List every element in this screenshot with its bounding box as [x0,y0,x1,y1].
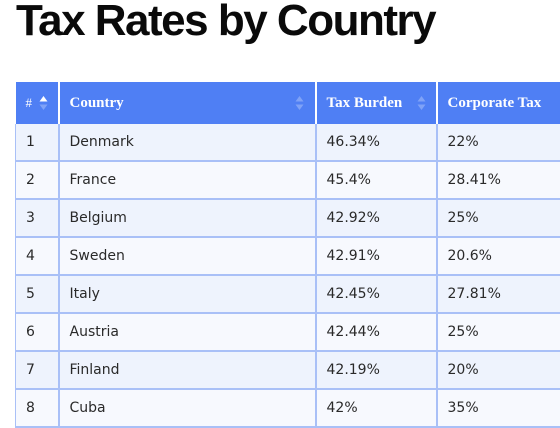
cell-corporate-tax: 28.41% [436,161,560,200]
cell-country: Italy [58,275,317,314]
table-scroll-container[interactable]: # Country [15,82,560,428]
column-header-label: Corporate Tax [447,94,542,111]
cell-country: Finland [58,351,317,390]
cell-num: 4 [15,237,60,276]
table-row[interactable]: 4 Sweden 42.91% 20.6% [15,237,560,276]
cell-corporate-tax: 20.6% [436,237,560,276]
cell-corporate-tax: 22% [436,124,560,162]
sort-ascending-icon[interactable] [39,95,48,111]
cell-tax-burden: 42% [315,389,438,428]
column-header-label: Country [69,94,124,111]
column-header-corporate-tax[interactable]: Corporate Tax [436,82,560,124]
cell-country: Denmark [58,124,317,162]
cell-num: 1 [15,124,60,162]
cell-corporate-tax: 25% [436,199,560,238]
cell-num: 6 [15,313,60,352]
column-header-label: # [25,95,33,110]
table-row[interactable]: 5 Italy 42.45% 27.81% [15,275,560,314]
table-row[interactable]: 6 Austria 42.44% 25% [15,313,560,352]
cell-country: Sweden [58,237,317,276]
column-header-tax-burden[interactable]: Tax Burden [315,82,438,124]
cell-country: Austria [58,313,317,352]
cell-num: 7 [15,351,60,390]
table-row[interactable]: 1 Denmark 46.34% 22% [15,124,560,162]
sort-icon[interactable] [417,95,426,111]
column-header-country[interactable]: Country [58,82,317,124]
tax-rates-table: # Country [15,82,560,428]
table-row[interactable]: 8 Cuba 42% 35% [15,389,560,428]
cell-tax-burden: 46.34% [315,124,438,162]
header-row: # Country [15,82,560,124]
table-row[interactable]: 3 Belgium 42.92% 25% [15,199,560,238]
cell-tax-burden: 42.19% [315,351,438,390]
cell-country: France [58,161,317,200]
cell-num: 2 [15,161,60,200]
cell-num: 8 [15,389,60,428]
cell-num: 5 [15,275,60,314]
cell-tax-burden: 45.4% [315,161,438,200]
cell-corporate-tax: 25% [436,313,560,352]
cell-corporate-tax: 27.81% [436,275,560,314]
cell-tax-burden: 42.45% [315,275,438,314]
table-row[interactable]: 2 France 45.4% 28.41% [15,161,560,200]
cell-country: Cuba [58,389,317,428]
cell-num: 3 [15,199,60,238]
cell-tax-burden: 42.92% [315,199,438,238]
column-header-num[interactable]: # [15,82,60,124]
cell-tax-burden: 42.91% [315,237,438,276]
cell-corporate-tax: 35% [436,389,560,428]
page-title: Tax Rates by Country [16,0,437,45]
table-row[interactable]: 7 Finland 42.19% 20% [15,351,560,390]
cell-tax-burden: 42.44% [315,313,438,352]
column-header-label: Tax Burden [326,94,403,111]
cell-corporate-tax: 20% [436,351,560,390]
sort-icon[interactable] [295,95,304,111]
cell-country: Belgium [58,199,317,238]
